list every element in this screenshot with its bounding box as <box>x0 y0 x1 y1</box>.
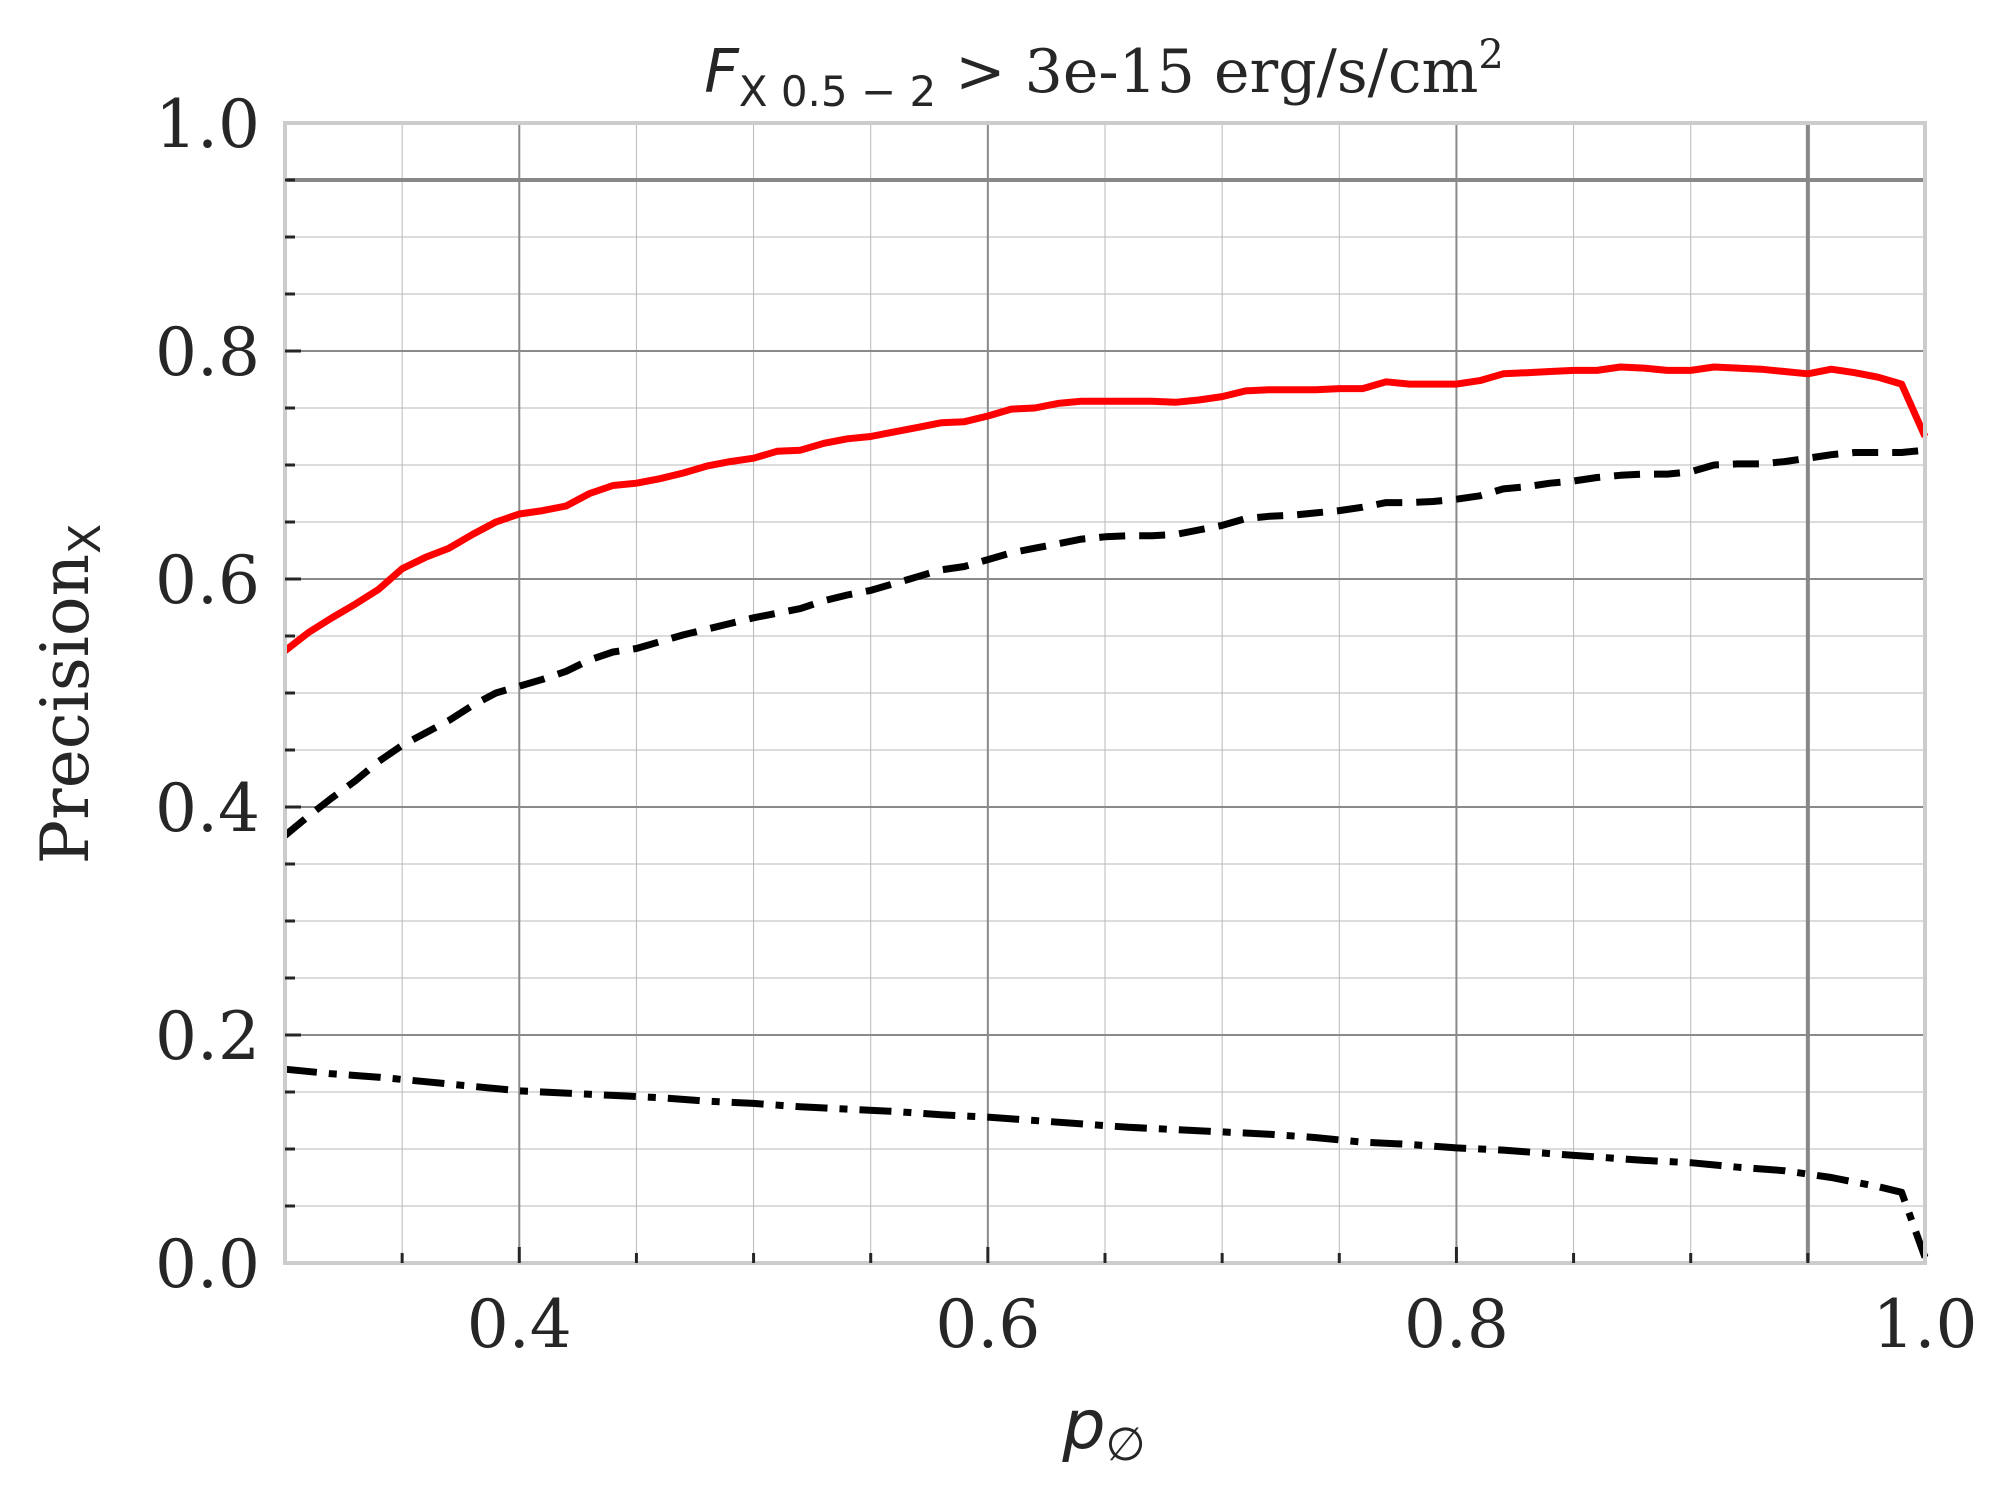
series-line-dashed <box>282 446 1926 839</box>
x-tick-label: 1.0 <box>1873 1286 1978 1363</box>
ticks <box>285 178 1810 1263</box>
title-subscript: X 0.5 − 2 <box>739 67 937 116</box>
title-symbol: F <box>704 37 740 107</box>
reference-lines <box>285 123 1925 1263</box>
tick-labels: 0.4 0.6 0.8 1.0 0.0 0.2 0.4 0.6 0.8 1.0 <box>155 86 1977 1363</box>
y-tick-label: 0.4 <box>155 770 260 847</box>
y-tick-label: 0.2 <box>155 998 260 1075</box>
title-superscript: 2 <box>1478 32 1503 78</box>
y-axis-label: PrecisionX <box>27 524 111 864</box>
chart-title: FX 0.5 − 2 > 3e-15 erg/s/cm2 <box>704 32 1504 116</box>
series-line-solid <box>282 363 1929 654</box>
y-tick-label: 0.8 <box>155 314 260 391</box>
y-tick-label: 0.0 <box>155 1226 260 1303</box>
xlabel-subscript: ∅ <box>1106 1417 1146 1471</box>
ylabel-text: Precision <box>27 554 104 864</box>
x-tick-label: 0.8 <box>1404 1286 1509 1363</box>
minor-grid <box>284 123 1925 1263</box>
y-tick-label: 0.6 <box>155 542 260 619</box>
y-tick-label: 1.0 <box>155 86 260 163</box>
series-line-dashdot <box>284 1065 1929 1259</box>
x-axis-label: p∅ <box>1061 1386 1145 1471</box>
series-layer <box>282 363 1929 1259</box>
x-tick-label: 0.4 <box>467 1286 572 1363</box>
x-tick-label: 0.6 <box>935 1286 1040 1363</box>
title-text: > 3e-15 erg/s/cm <box>936 37 1478 107</box>
ylabel-subscript: X <box>60 524 111 554</box>
xlabel-symbol: p <box>1061 1386 1105 1465</box>
